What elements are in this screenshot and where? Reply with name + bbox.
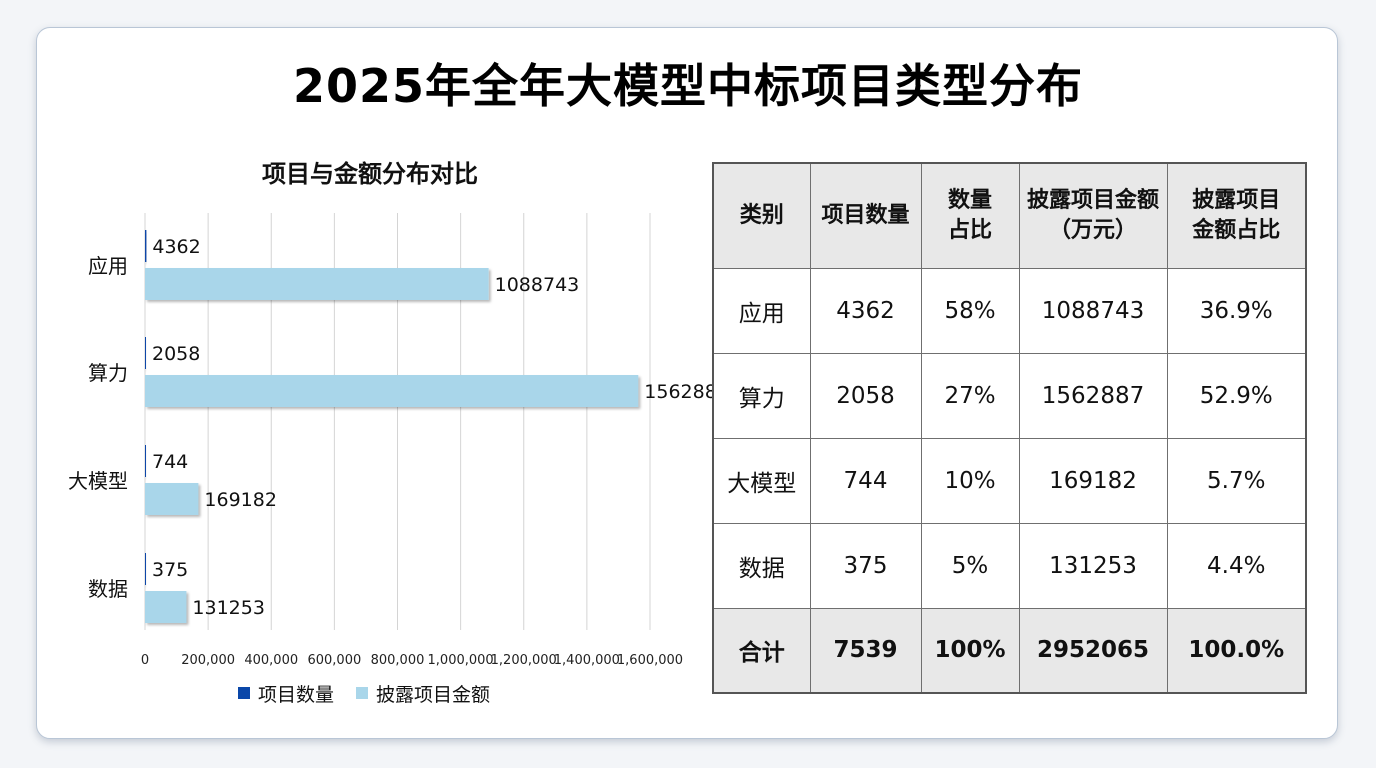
bar-value-label: 375: [152, 559, 188, 581]
legend-item-count: 项目数量: [238, 680, 334, 707]
cell-amount-share: 5.7%: [1166, 437, 1307, 524]
cell-count-share: 58%: [920, 267, 1020, 354]
cell-category: 大模型: [712, 437, 811, 524]
cell-amount-share: 4.4%: [1166, 522, 1307, 609]
y-category-label: 数据: [88, 577, 128, 601]
bar-value-label: 131253: [192, 597, 265, 619]
chart-legend: 项目数量 披露项目金额: [238, 680, 512, 706]
total-amount-share: 100.0%: [1166, 607, 1307, 694]
count-bar: [145, 230, 147, 262]
bar-value-label: 4362: [152, 236, 200, 258]
header-amount-share: 披露项目 金额占比: [1166, 162, 1307, 269]
y-category-label: 算力: [88, 361, 128, 385]
cell-category: 应用: [712, 267, 811, 354]
x-tick-label: 200,000: [181, 653, 235, 668]
x-tick-label: 800,000: [371, 653, 425, 668]
legend-swatch-count: [238, 687, 250, 699]
header-amount: 披露项目金额 （万元）: [1018, 162, 1168, 269]
table-row: 应用 4362 58% 1088743 36.9%: [712, 267, 1307, 354]
x-tick-label: 0: [141, 653, 149, 668]
chart-title: 项目与金额分布对比: [262, 160, 478, 188]
page-title: 2025年全年大模型中标项目类型分布: [292, 59, 1084, 113]
header-count: 项目数量: [809, 162, 922, 269]
x-tick-label: 400,000: [244, 653, 298, 668]
count-bar: [145, 445, 146, 477]
x-tick-label: 1,000,000: [428, 653, 494, 668]
bar-value-label: 744: [152, 451, 188, 473]
cell-amount-share: 52.9%: [1166, 352, 1307, 439]
total-count-share: 100%: [920, 607, 1020, 694]
amount-bar: [145, 268, 489, 300]
cell-category: 数据: [712, 522, 811, 609]
cell-count-share: 10%: [920, 437, 1020, 524]
summary-table: 类别 项目数量 数量 占比 披露项目金额 （万元） 披露项目 金额占比 应用 4362…: [712, 162, 1307, 694]
total-amount: 2952065: [1018, 607, 1168, 694]
legend-item-amount: 披露项目金额: [356, 680, 490, 707]
cell-count: 744: [809, 437, 922, 524]
count-bar: [145, 553, 146, 585]
y-category-label: 应用: [88, 254, 128, 278]
total-count: 7539: [809, 607, 922, 694]
cell-amount: 169182: [1018, 437, 1168, 524]
bar-value-label: 169182: [204, 489, 277, 511]
table-row: 大模型 744 10% 169182 5.7%: [712, 437, 1307, 524]
cell-amount: 1562887: [1018, 352, 1168, 439]
x-tick-label: 1,600,000: [617, 653, 683, 668]
cell-count-share: 27%: [920, 352, 1020, 439]
table-row: 算力 2058 27% 1562887 52.9%: [712, 352, 1307, 439]
legend-label-count: 项目数量: [258, 683, 335, 706]
count-bar: [145, 337, 146, 369]
amount-bar: [145, 483, 199, 515]
total-label: 合计: [712, 607, 811, 694]
cell-amount: 131253: [1018, 522, 1168, 609]
table-total-row: 合计 7539 100% 2952065 100.0%: [712, 607, 1307, 694]
cell-count-share: 5%: [920, 522, 1020, 609]
table-row: 数据 375 5% 131253 4.4%: [712, 522, 1307, 609]
bar-value-label: 2058: [152, 343, 200, 365]
y-category-label: 大模型: [68, 469, 128, 493]
header-count-share: 数量 占比: [920, 162, 1020, 269]
cell-amount-share: 36.9%: [1166, 267, 1307, 354]
header-category: 类别: [712, 162, 811, 269]
legend-swatch-amount: [356, 687, 369, 699]
x-tick-label: 1,400,000: [554, 653, 620, 668]
legend-label-amount: 披露项目金额: [376, 683, 491, 706]
x-tick-label: 1,200,000: [491, 653, 557, 668]
amount-bar: [145, 591, 187, 623]
cell-count: 375: [809, 522, 922, 609]
x-tick-label: 600,000: [307, 653, 361, 668]
cell-count: 2058: [809, 352, 922, 439]
cell-category: 算力: [712, 352, 811, 439]
bar-value-label: 1562887: [644, 381, 729, 403]
cell-count: 4362: [809, 267, 922, 354]
cell-amount: 1088743: [1018, 267, 1168, 354]
bar-value-label: 1088743: [495, 274, 580, 296]
amount-bar: [145, 375, 639, 407]
table-header-row: 类别 项目数量 数量 占比 披露项目金额 （万元） 披露项目 金额占比: [712, 162, 1307, 269]
